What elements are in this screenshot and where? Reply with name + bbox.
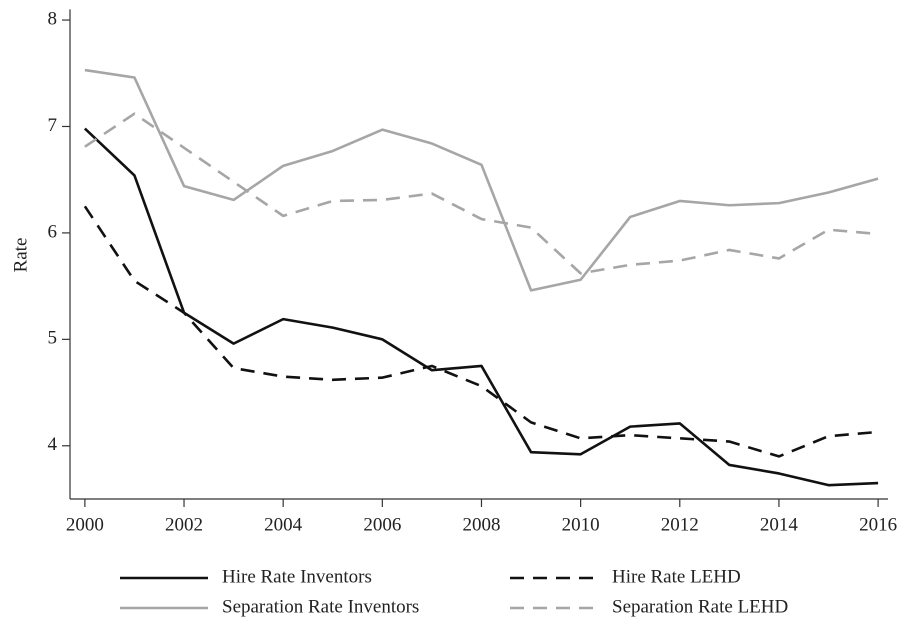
x-tick-label: 2016 bbox=[859, 514, 897, 535]
x-tick-label: 2004 bbox=[264, 514, 303, 535]
series-line bbox=[84, 112, 879, 275]
x-tick-label: 2000 bbox=[66, 514, 104, 535]
legend-label: Hire Rate LEHD bbox=[612, 566, 741, 587]
y-tick-label: 8 bbox=[48, 8, 58, 29]
series-line bbox=[83, 205, 879, 458]
legend-label: Hire Rate Inventors bbox=[222, 566, 372, 587]
y-tick-label: 4 bbox=[48, 434, 58, 455]
series-line bbox=[83, 127, 879, 487]
y-tick-label: 5 bbox=[48, 328, 58, 349]
x-tick-label: 2002 bbox=[165, 514, 203, 535]
legend-label: Separation Rate LEHD bbox=[612, 596, 788, 617]
x-tick-label: 2006 bbox=[363, 514, 401, 535]
series-line bbox=[84, 68, 879, 292]
legend-label: Separation Rate Inventors bbox=[222, 596, 419, 617]
x-tick-label: 2008 bbox=[462, 514, 500, 535]
y-tick-label: 7 bbox=[48, 115, 58, 136]
y-axis-label: Rate bbox=[10, 238, 31, 273]
y-tick-label: 6 bbox=[48, 221, 58, 242]
x-tick-label: 2010 bbox=[562, 514, 600, 535]
x-tick-label: 2014 bbox=[760, 514, 799, 535]
x-tick-label: 2012 bbox=[661, 514, 699, 535]
